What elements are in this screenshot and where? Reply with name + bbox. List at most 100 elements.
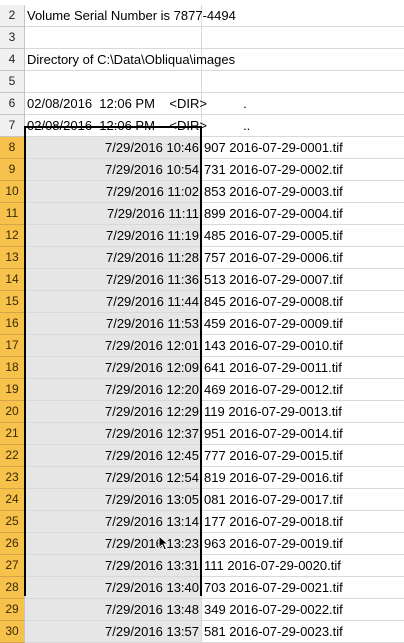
row-header[interactable]: 23 <box>0 467 25 489</box>
cell-a-date[interactable]: 7/29/2016 12:37 <box>25 423 202 445</box>
cell-b-file[interactable]: 641 2016-07-29-0011.tif <box>202 357 404 379</box>
cell-a-date[interactable]: 7/29/2016 13:31 <box>25 555 202 577</box>
cell-a[interactable] <box>25 71 202 93</box>
table-row[interactable]: 4 Directory of C:\Data\Obliqua\images <box>0 49 404 71</box>
row-header[interactable]: 21 <box>0 423 25 445</box>
row-header[interactable]: 16 <box>0 313 25 335</box>
row-header[interactable]: 26 <box>0 533 25 555</box>
cell-a-date[interactable]: 7/29/2016 11:44 <box>25 291 202 313</box>
table-row[interactable]: 2 Volume Serial Number is 7877-4494 <box>0 5 404 27</box>
table-row[interactable]: 26 7/29/2016 13:23 963 2016-07-29-0019.tif <box>0 533 404 555</box>
table-row[interactable]: 12 7/29/2016 11:19 485 2016-07-29-0005.tif <box>0 225 404 247</box>
row-header[interactable]: 7 <box>0 115 25 137</box>
row-header[interactable]: 3 <box>0 27 25 49</box>
cell-b-file[interactable]: 853 2016-07-29-0003.tif <box>202 181 404 203</box>
cell-a-date[interactable]: 7/29/2016 13:14 <box>25 511 202 533</box>
row-header[interactable]: 17 <box>0 335 25 357</box>
cell-a-date[interactable]: 7/29/2016 12:01 <box>25 335 202 357</box>
table-row[interactable]: 16 7/29/2016 11:53 459 2016-07-29-0009.tif <box>0 313 404 335</box>
cell-b-file[interactable]: 845 2016-07-29-0008.tif <box>202 291 404 313</box>
row-header[interactable]: 13 <box>0 247 25 269</box>
table-row[interactable]: 21 7/29/2016 12:37 951 2016-07-29-0014.tif <box>0 423 404 445</box>
cell-a-date[interactable]: 7/29/2016 13:57 <box>25 621 202 643</box>
cell-b-file[interactable]: 703 2016-07-29-0021.tif <box>202 577 404 599</box>
row-header[interactable]: 8 <box>0 137 25 159</box>
table-row[interactable]: 20 7/29/2016 12:29 119 2016-07-29-0013.tif <box>0 401 404 423</box>
table-row[interactable]: 27 7/29/2016 13:31 111 2016-07-29-0020.tif <box>0 555 404 577</box>
row-header[interactable]: 5 <box>0 71 25 93</box>
cell-b-file[interactable]: 907 2016-07-29-0001.tif <box>202 137 404 159</box>
row-header[interactable]: 10 <box>0 181 25 203</box>
cell-a-date[interactable]: 7/29/2016 12:09 <box>25 357 202 379</box>
table-row[interactable]: 17 7/29/2016 12:01 143 2016-07-29-0010.tif <box>0 335 404 357</box>
row-header[interactable]: 4 <box>0 49 25 71</box>
row-header[interactable]: 30 <box>0 621 25 643</box>
cell-a-date[interactable]: 7/29/2016 12:20 <box>25 379 202 401</box>
cell-a[interactable]: Volume Serial Number is 7877-4494 <box>25 5 236 27</box>
table-row[interactable]: 30 7/29/2016 13:57 581 2016-07-29-0023.tif <box>0 621 404 643</box>
table-row[interactable]: 8 7/29/2016 10:46 907 2016-07-29-0001.tif <box>0 137 404 159</box>
cell-a-date[interactable]: 7/29/2016 11:36 <box>25 269 202 291</box>
cell-b-file[interactable]: 731 2016-07-29-0002.tif <box>202 159 404 181</box>
cell-b-file[interactable]: 469 2016-07-29-0012.tif <box>202 379 404 401</box>
cell-b-file[interactable]: 899 2016-07-29-0004.tif <box>202 203 404 225</box>
cell-b-file[interactable]: 963 2016-07-29-0019.tif <box>202 533 404 555</box>
table-row[interactable]: 13 7/29/2016 11:28 757 2016-07-29-0006.tif <box>0 247 404 269</box>
cell-b-file[interactable]: 459 2016-07-29-0009.tif <box>202 313 404 335</box>
cell-a-date[interactable]: 7/29/2016 10:46 <box>25 137 202 159</box>
cell-b-file[interactable]: 581 2016-07-29-0023.tif <box>202 621 404 643</box>
table-row[interactable]: 9 7/29/2016 10:54 731 2016-07-29-0002.tif <box>0 159 404 181</box>
row-header[interactable]: 9 <box>0 159 25 181</box>
row-header[interactable]: 27 <box>0 555 25 577</box>
cell-b-file[interactable]: 349 2016-07-29-0022.tif <box>202 599 404 621</box>
row-header[interactable]: 11 <box>0 203 25 225</box>
table-row[interactable]: 10 7/29/2016 11:02 853 2016-07-29-0003.tif <box>0 181 404 203</box>
table-row[interactable]: 14 7/29/2016 11:36 513 2016-07-29-0007.tif <box>0 269 404 291</box>
row-header[interactable]: 2 <box>0 5 25 27</box>
table-row[interactable]: 25 7/29/2016 13:14 177 2016-07-29-0018.tif <box>0 511 404 533</box>
cell-b-file[interactable]: 777 2016-07-29-0015.tif <box>202 445 404 467</box>
cell-b-file[interactable]: 513 2016-07-29-0007.tif <box>202 269 404 291</box>
cell-a-date[interactable]: 7/29/2016 10:54 <box>25 159 202 181</box>
row-header[interactable]: 12 <box>0 225 25 247</box>
cell-b[interactable] <box>202 49 404 71</box>
row-header[interactable]: 20 <box>0 401 25 423</box>
table-row[interactable]: 28 7/29/2016 13:40 703 2016-07-29-0021.tif <box>0 577 404 599</box>
row-header[interactable]: 6 <box>0 93 25 115</box>
table-row[interactable]: 3 <box>0 27 404 49</box>
cell-a[interactable]: Directory of C:\Data\Obliqua\images <box>25 49 235 71</box>
cell-b[interactable] <box>202 93 404 115</box>
cell-b[interactable] <box>202 71 404 93</box>
cell-a[interactable]: 02/08/2016 12:06 PM <DIR> . <box>25 93 247 115</box>
table-row[interactable]: 11 7/29/2016 11:11 899 2016-07-29-0004.tif <box>0 203 404 225</box>
cell-b-file[interactable]: 081 2016-07-29-0017.tif <box>202 489 404 511</box>
cell-b-file[interactable]: 757 2016-07-29-0006.tif <box>202 247 404 269</box>
table-row[interactable]: 7 02/08/2016 12:06 PM <DIR> .. <box>0 115 404 137</box>
cell-a-date[interactable]: 7/29/2016 11:19 <box>25 225 202 247</box>
cell-a-date[interactable]: 7/29/2016 13:48 <box>25 599 202 621</box>
cell-a[interactable] <box>25 27 202 49</box>
table-row[interactable]: 22 7/29/2016 12:45 777 2016-07-29-0015.tif <box>0 445 404 467</box>
row-header[interactable]: 28 <box>0 577 25 599</box>
cell-a-date[interactable]: 7/29/2016 12:54 <box>25 467 202 489</box>
cell-a-date[interactable]: 7/29/2016 13:40 <box>25 577 202 599</box>
cell-b-file[interactable]: 177 2016-07-29-0018.tif <box>202 511 404 533</box>
table-row[interactable]: 18 7/29/2016 12:09 641 2016-07-29-0011.tif <box>0 357 404 379</box>
row-header[interactable]: 29 <box>0 599 25 621</box>
row-header[interactable]: 15 <box>0 291 25 313</box>
cell-a-date[interactable]: 7/29/2016 11:53 <box>25 313 202 335</box>
cell-b[interactable] <box>202 27 404 49</box>
row-header[interactable]: 24 <box>0 489 25 511</box>
cell-b-file[interactable]: 119 2016-07-29-0013.tif <box>202 401 404 423</box>
cell-b-file[interactable]: 111 2016-07-29-0020.tif <box>202 555 404 577</box>
cell-a[interactable]: 02/08/2016 12:06 PM <DIR> .. <box>25 115 250 137</box>
cell-a-date[interactable]: 7/29/2016 12:45 <box>25 445 202 467</box>
row-header[interactable]: 19 <box>0 379 25 401</box>
cell-a-date[interactable]: 7/29/2016 13:23 <box>25 533 202 555</box>
row-header[interactable]: 25 <box>0 511 25 533</box>
table-row[interactable]: 24 7/29/2016 13:05 081 2016-07-29-0017.tif <box>0 489 404 511</box>
cell-b-file[interactable]: 819 2016-07-29-0016.tif <box>202 467 404 489</box>
table-row[interactable]: 6 02/08/2016 12:06 PM <DIR> . <box>0 93 404 115</box>
table-row[interactable]: 23 7/29/2016 12:54 819 2016-07-29-0016.tif <box>0 467 404 489</box>
cell-b[interactable] <box>202 5 404 27</box>
